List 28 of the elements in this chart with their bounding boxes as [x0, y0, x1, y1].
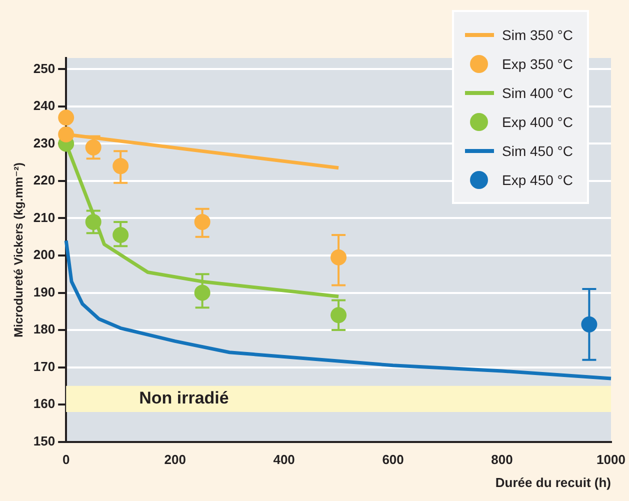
y-tick-label: 190 [33, 284, 56, 300]
y-tick-label: 220 [33, 172, 56, 188]
y-tick-label: 240 [33, 98, 56, 114]
y-tick-label: 200 [33, 247, 56, 262]
x-tick-label: 1000 [596, 452, 626, 468]
point [58, 110, 74, 126]
y-tick-label: 150 [33, 433, 56, 448]
legend-label: Exp 450 °C [502, 172, 573, 188]
y-axis-title: Microdureté Vickers (kg.mm⁻²) [12, 162, 26, 338]
legend-label: Exp 400 °C [502, 114, 573, 130]
x-tick-label: 200 [164, 452, 186, 468]
y-tick-label: 180 [33, 322, 56, 337]
y-tick-label: 170 [33, 358, 56, 374]
x-tick-label: 400 [273, 452, 295, 468]
x-axis-title: Durée du recuit (h) [495, 474, 611, 490]
legend-label: Sim 400 °C [502, 84, 573, 100]
y-tick-label: 160 [33, 396, 56, 412]
legend-label: Sim 350 °C [502, 26, 573, 42]
y-tick-label: 250 [33, 60, 56, 76]
x-tick-label: 600 [382, 452, 404, 468]
x-tick-label: 0 [62, 452, 70, 468]
legend-label: Exp 350 °C [502, 56, 573, 72]
point [58, 126, 74, 142]
x-tick-label: 800 [491, 452, 513, 468]
y-tick-label: 230 [33, 135, 56, 150]
legend-label: Sim 450 °C [502, 142, 573, 158]
band-label: Non irradié [139, 388, 229, 408]
y-tick-label: 210 [33, 210, 56, 225]
